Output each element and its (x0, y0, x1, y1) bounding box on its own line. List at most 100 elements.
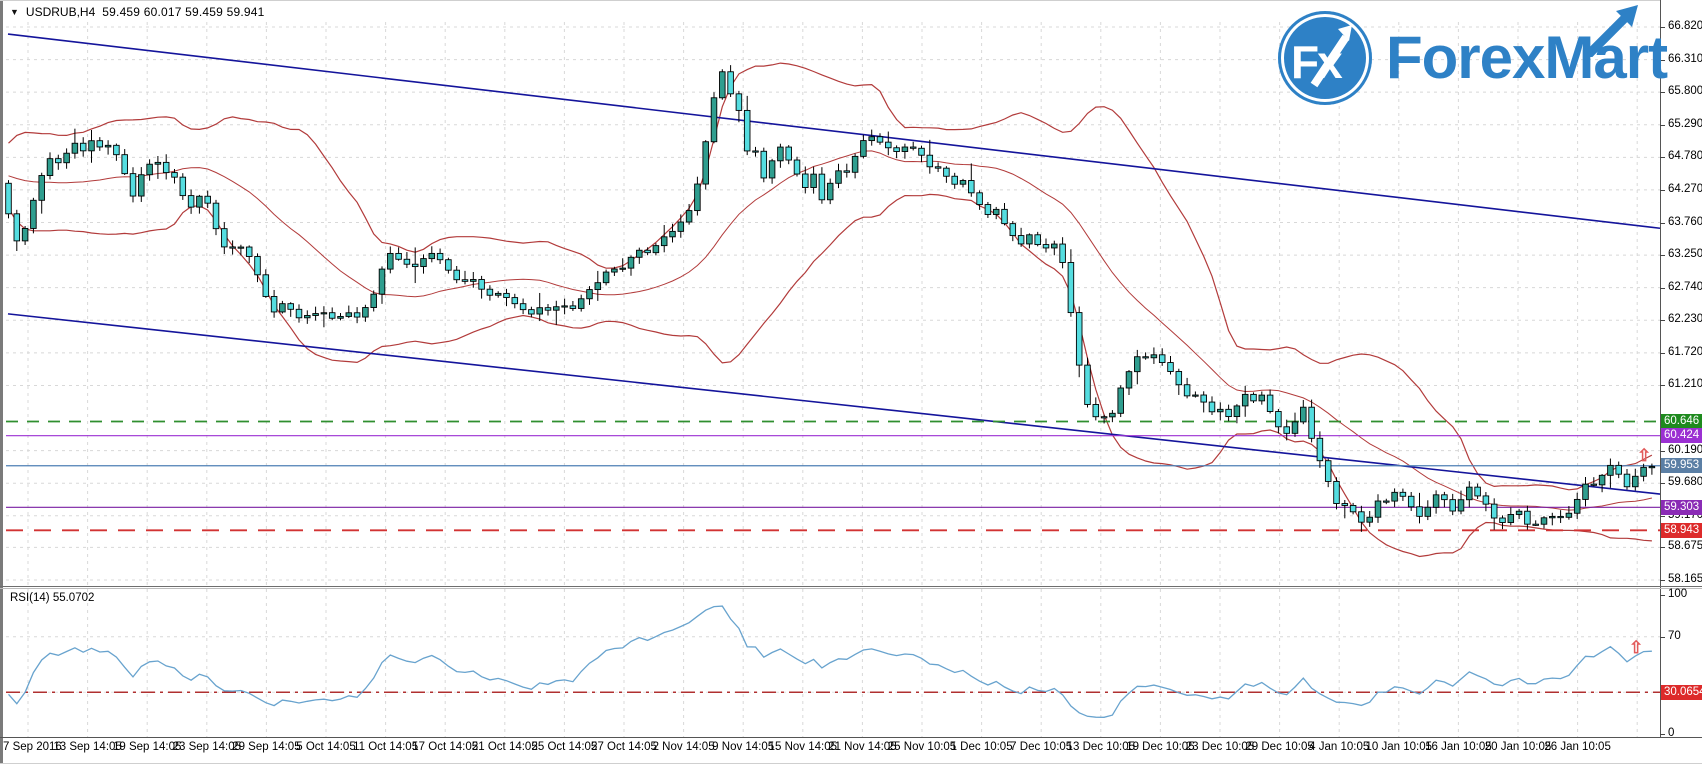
candle-body (1250, 393, 1257, 402)
candle-body (528, 309, 535, 315)
price-tick-mark (1660, 189, 1665, 191)
candle-body (428, 252, 436, 260)
candle-body (1441, 494, 1448, 501)
candle-body (1034, 234, 1041, 246)
chart-title: ▼ USDRUB,H4 59.459 60.017 59.459 59.941 (10, 4, 265, 20)
candle-body (30, 199, 37, 229)
candle-body (719, 71, 726, 99)
candle-body (129, 173, 137, 197)
candle-body (536, 307, 543, 315)
candle-body (1557, 516, 1564, 519)
candle-body (1582, 483, 1589, 500)
price-chart-canvas[interactable] (0, 0, 1660, 585)
price-tick-mark (1660, 27, 1665, 28)
candle-body (1515, 510, 1523, 515)
price-tick-label: 64.780 (1668, 150, 1702, 163)
candle-body (245, 246, 253, 257)
candle-body (470, 279, 477, 282)
candle-body (229, 246, 236, 249)
candle-body (909, 146, 917, 149)
time-axis-label: 15 Nov 14:05 (768, 741, 838, 753)
candle-body (387, 252, 394, 270)
symbol-dropdown-icon[interactable]: ▼ (10, 7, 19, 17)
forexmart-wordmark-text: ForexMart (1386, 24, 1668, 91)
candle-body (1540, 517, 1548, 525)
candle-body (1482, 495, 1490, 505)
price-tick-mark (1660, 515, 1665, 517)
bollinger-middle-band (8, 150, 1653, 511)
rsi-tick-mark (1660, 595, 1665, 596)
rsi-level-badge: 30.0654 (1661, 684, 1702, 700)
candle-body (221, 228, 228, 248)
candle-body (96, 140, 104, 148)
price-tick-label: 62.740 (1668, 280, 1702, 293)
price-tick-mark (1660, 287, 1665, 289)
candle-body (79, 142, 87, 152)
forexmart-wordmark: ForexMart (1386, 5, 1668, 105)
candle-body (55, 158, 62, 164)
candle-body (1532, 523, 1539, 526)
candle-body (1233, 405, 1241, 418)
candle-body (1042, 244, 1050, 249)
candle-body (494, 292, 502, 296)
candle-body (237, 246, 245, 249)
candle-body (1457, 499, 1465, 512)
candle-body (553, 306, 560, 311)
candle-body (503, 292, 510, 299)
time-axis-label: 29 Sep 14:05 (232, 741, 301, 753)
pane-separator[interactable] (0, 586, 1702, 587)
candle-body (138, 174, 145, 197)
candle-body (1183, 384, 1191, 397)
candle-body (785, 146, 792, 161)
candle-body (1241, 393, 1249, 407)
wordmark-arrow-icon (1584, 5, 1638, 57)
candle-body (835, 170, 842, 184)
candle-body (1192, 394, 1199, 397)
price-tick-mark (1660, 157, 1665, 159)
candle-body (1316, 437, 1324, 462)
price-tick-mark (1660, 320, 1665, 322)
candle-body (901, 146, 909, 152)
rsi-indicator-label: RSI(14) 55.0702 (10, 592, 95, 604)
price-tick-mark (1660, 92, 1665, 94)
candle-body (1283, 426, 1290, 434)
candle-body (934, 166, 942, 169)
candle-body (760, 150, 768, 179)
candle-body (38, 175, 45, 201)
time-axis-label: 11 Oct 14:05 (353, 741, 419, 753)
price-level-badge: 60.646 (1661, 413, 1702, 429)
time-axis[interactable]: 7 Sep 2016 13 Sep 14:05 19 Sep 14:05 23 Sep… (0, 740, 1702, 758)
candle-body (270, 296, 278, 313)
candle-body (436, 252, 444, 261)
candle-body (669, 230, 676, 238)
candle-body (453, 269, 460, 281)
candle-body (1615, 464, 1622, 475)
candle-body (677, 221, 685, 232)
candle-body (1017, 235, 1025, 245)
price-tick-mark (1660, 483, 1665, 485)
rsi-chart-canvas[interactable] (0, 589, 1660, 737)
candle-body (802, 173, 809, 188)
candle-body (818, 173, 826, 201)
price-tick-label: 62.230 (1668, 313, 1702, 326)
candle-body (71, 142, 79, 154)
price-tick-label: 60.190 (1668, 443, 1702, 456)
signal-up-arrow-icon: ⇧ (1629, 637, 1644, 657)
candle-body (519, 303, 527, 311)
candle-body (1524, 510, 1531, 525)
candle-body (1092, 404, 1100, 418)
candle-body (204, 195, 211, 204)
candle-body (187, 195, 195, 208)
candle-body (196, 195, 203, 208)
candle-body (926, 154, 934, 168)
rsi-tick-mark (1660, 636, 1665, 638)
candle-body (544, 307, 552, 311)
time-axis-label: 21 Oct 14:05 (471, 741, 538, 753)
price-axis (1660, 0, 1702, 737)
candle-body (1366, 516, 1373, 523)
price-tick-label: 58.675 (1668, 540, 1702, 553)
logo-arrow-icon (1310, 25, 1352, 88)
candle-body (793, 159, 801, 175)
candle-body (727, 71, 734, 95)
candle-body (461, 279, 469, 282)
